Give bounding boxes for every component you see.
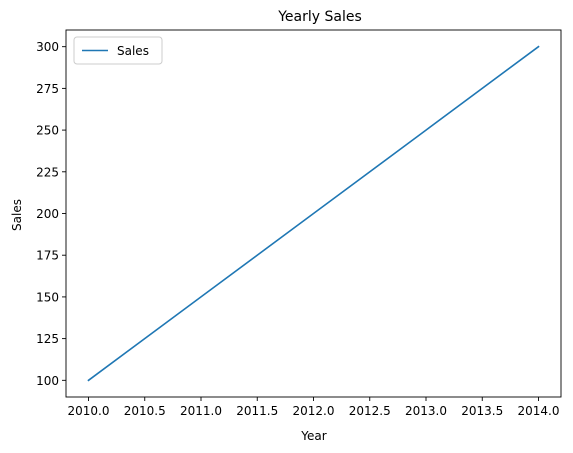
y-tick-label: 175	[36, 249, 59, 263]
legend-box	[73, 36, 163, 65]
x-tick-label: 2011.0	[180, 404, 222, 418]
y-tick-label: 150	[36, 290, 59, 304]
legend: Sales	[73, 36, 163, 65]
y-tick-label: 275	[36, 82, 59, 96]
y-tick-label: 125	[36, 332, 59, 346]
x-tick-label: 2012.5	[349, 404, 391, 418]
x-tick-label: 2014.0	[518, 404, 560, 418]
x-tick-label: 2011.5	[236, 404, 278, 418]
chart-title: Yearly Sales	[277, 9, 362, 25]
y-tick-label: 300	[36, 40, 59, 54]
x-tick-label: 2013.0	[405, 404, 447, 418]
x-tick-label: 2013.5	[461, 404, 503, 418]
x-tick-label: 2012.0	[293, 404, 335, 418]
series-line-0	[87, 45, 540, 382]
plot-area: 2010.0 2010.5 2011.0 2011.5 2012.0 2012.5 2013…	[36, 29, 562, 418]
y-axis-label: Sales	[10, 199, 24, 231]
x-tick-label: 2010.5	[124, 404, 166, 418]
y-tick-label: 100	[36, 374, 59, 388]
legend-label-0: Sales	[117, 44, 149, 58]
y-tick-label: 250	[36, 124, 59, 138]
y-tick-label: 200	[36, 207, 59, 221]
y-tick-label: 225	[36, 165, 59, 179]
x-axis-label: Year	[300, 429, 326, 443]
x-tick-label: 2010.0	[68, 404, 110, 418]
